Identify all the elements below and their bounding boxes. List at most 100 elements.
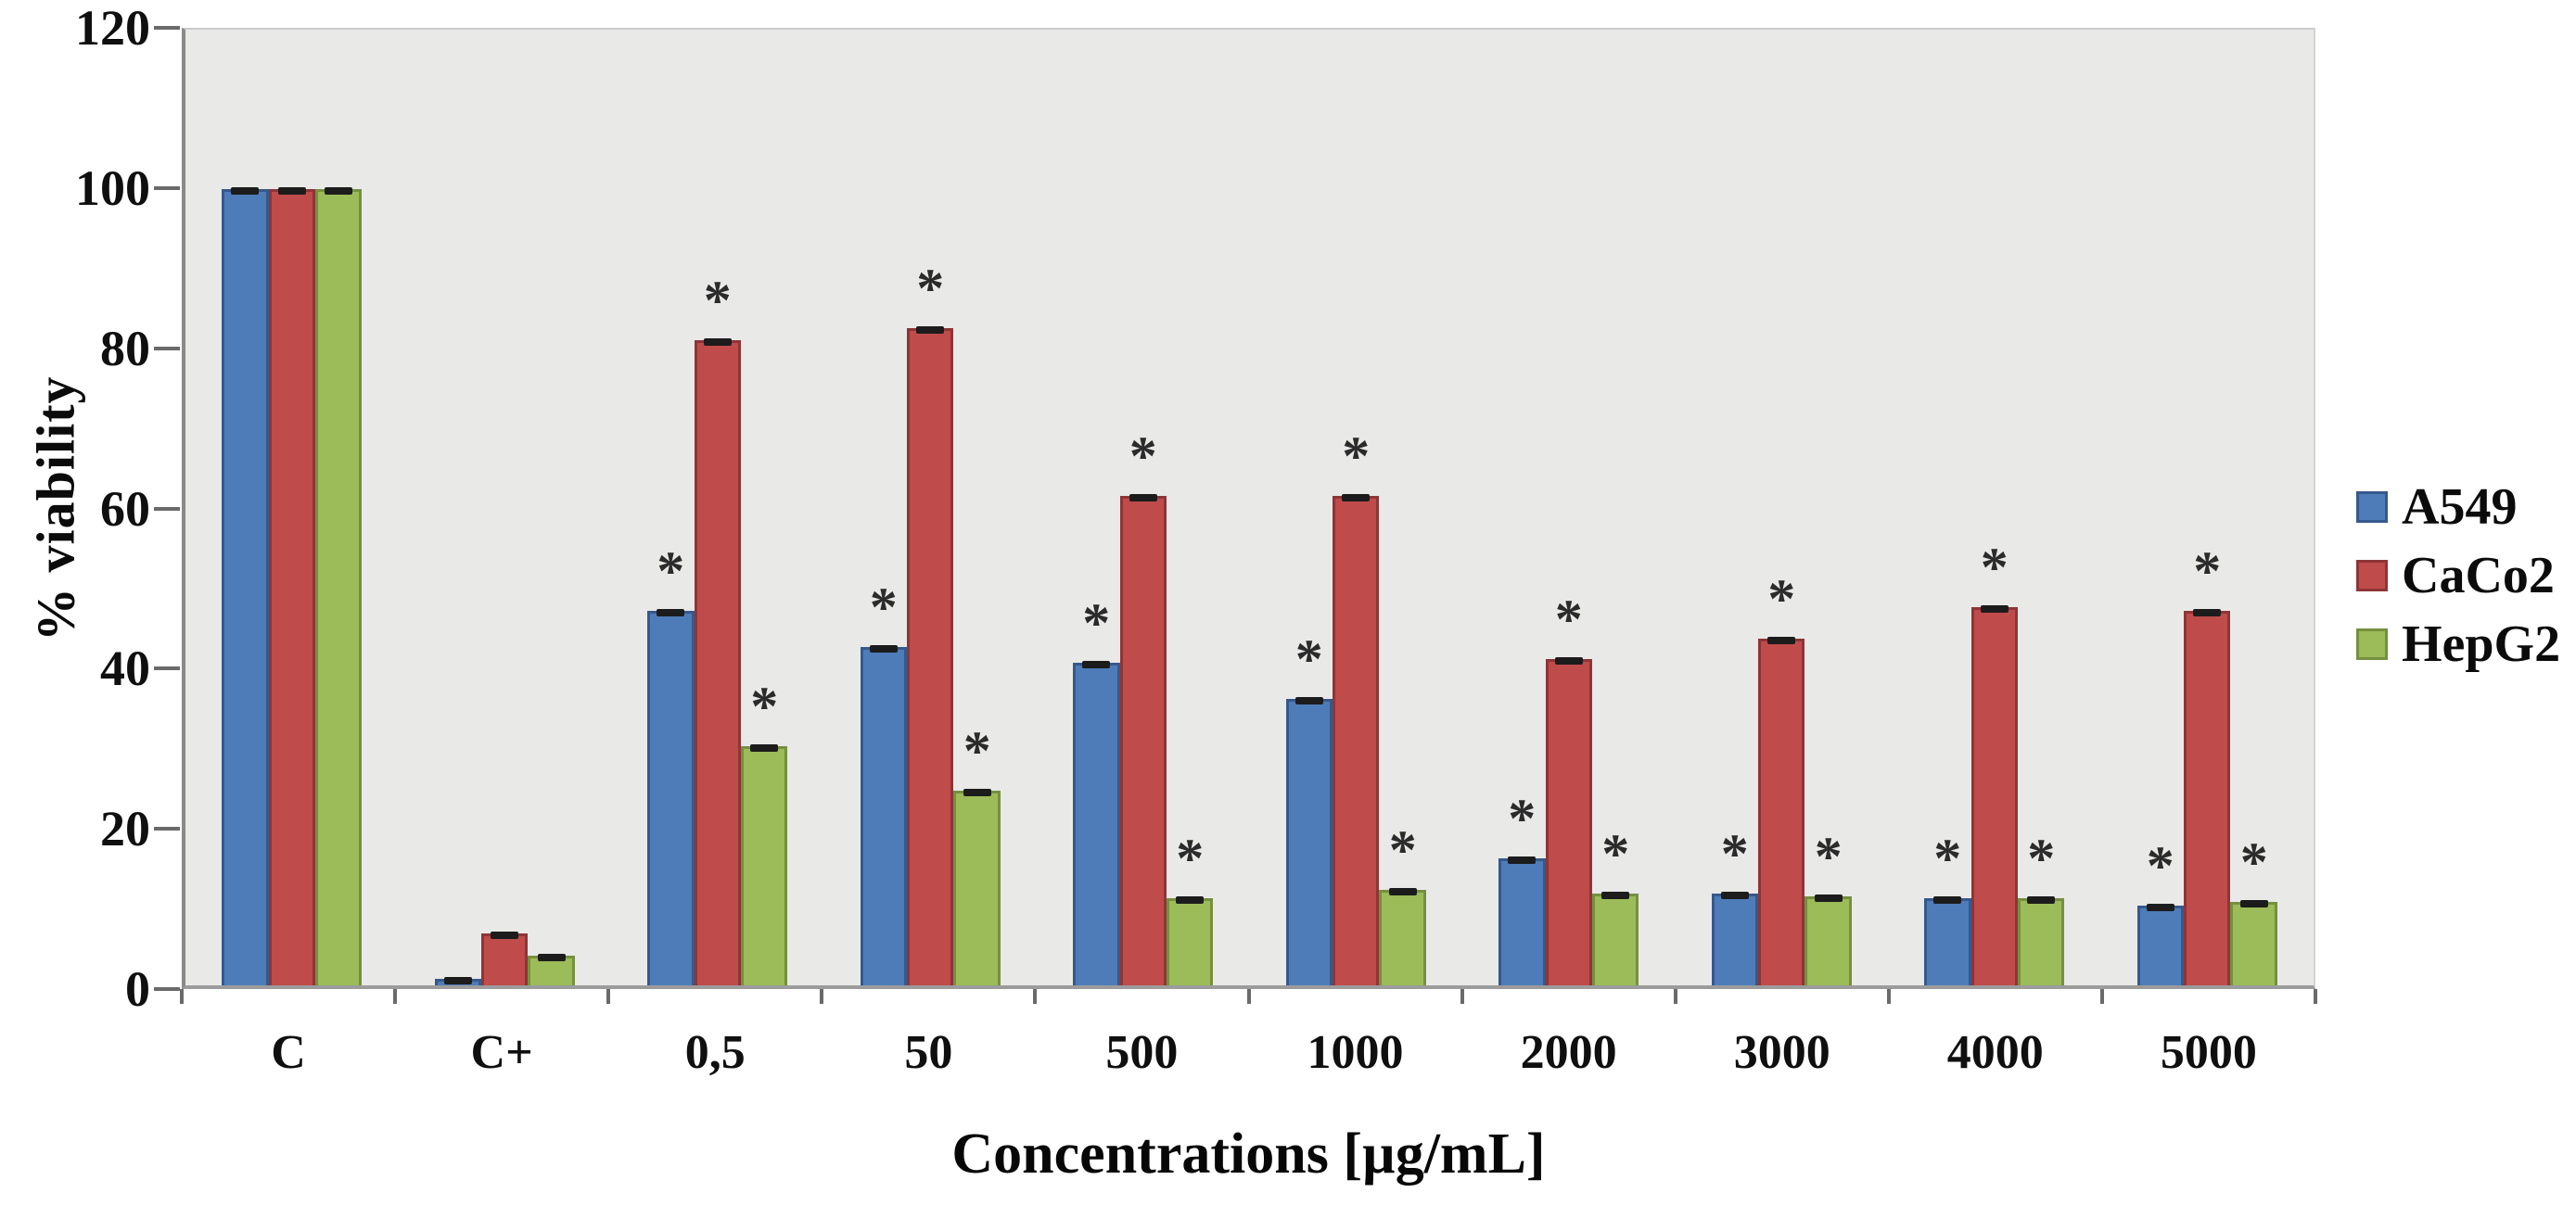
error-bar-cap xyxy=(325,186,353,195)
y-tick-label-40: 40 xyxy=(100,641,150,697)
significance-asterisk: * xyxy=(2146,835,2174,897)
y-tick-label-60: 60 xyxy=(100,480,150,537)
bar-A549-C+ xyxy=(434,977,481,985)
error-bar-cap xyxy=(1933,895,1962,904)
error-bar-cap xyxy=(491,932,519,940)
bar-group-0,5: * * * xyxy=(611,30,824,985)
legend-label-HepG2: HepG2 xyxy=(2402,615,2561,673)
bars: * * * xyxy=(647,30,788,985)
x-axis-title: Concentrations [µg/mL] xyxy=(951,1123,1546,1186)
error-bar-cap xyxy=(1342,493,1371,501)
bar-HepG2-2000: * xyxy=(1591,826,1639,985)
error-bar-cap xyxy=(231,186,260,195)
significance-asterisk: * xyxy=(2193,540,2222,603)
bar-A549-500: * xyxy=(1073,595,1120,985)
error-bar-cap xyxy=(869,644,898,653)
error-bar-cap xyxy=(1720,892,1749,900)
bar-CaCo2-3000: * xyxy=(1758,571,1805,985)
x-category-label-500: 500 xyxy=(1105,1026,1179,1079)
bar-HepG2-5000: * xyxy=(2230,834,2277,985)
y-axis-ticks: 0 20 40 60 80 100 120 xyxy=(0,3,182,1014)
x-tick-mark xyxy=(180,989,184,1004)
error-bar-cap xyxy=(750,744,779,753)
bar-group-50: * * * xyxy=(824,30,1038,985)
significance-asterisk: * xyxy=(916,258,945,320)
legend-label-CaCo2: CaCo2 xyxy=(2402,546,2555,604)
error-bar-cap xyxy=(1129,493,1157,501)
bars: * * * xyxy=(1498,30,1639,985)
bar-HepG2-C xyxy=(314,186,363,985)
error-bar-cap xyxy=(1388,887,1417,895)
significance-asterisk: * xyxy=(1554,588,1583,650)
x-tick-mark xyxy=(1673,989,1677,1004)
x-category-label-50: 50 xyxy=(904,1026,953,1079)
plot-area: * * * * * * * * * * * * * * * * * * * * * * * * xyxy=(182,28,2315,989)
error-bar-cap xyxy=(1082,661,1111,669)
significance-asterisk: * xyxy=(1933,827,1962,889)
y-tick-mark xyxy=(154,987,180,991)
error-bar-cap xyxy=(703,338,732,347)
error-bar-cap xyxy=(1176,895,1205,904)
significance-asterisk: * xyxy=(1980,536,2009,598)
x-tick-mark xyxy=(2099,989,2104,1004)
x-axis-category-labels: C C+ 0,5 50 500 1000 2000 3000 4000 5000 xyxy=(182,1025,2315,1080)
error-bar-cap xyxy=(443,977,472,985)
legend: A549 CaCo2 HepG2 xyxy=(2356,481,2561,673)
y-tick-mark xyxy=(154,827,180,831)
bar-CaCo2-0,5: * xyxy=(694,273,741,985)
x-category-label-3000: 3000 xyxy=(1733,1026,1830,1079)
significance-asterisk: * xyxy=(703,270,732,332)
bar-CaCo2-2000: * xyxy=(1545,591,1592,985)
bar-CaCo2-C xyxy=(268,186,315,985)
significance-asterisk: * xyxy=(1814,825,1843,887)
error-bar-cap xyxy=(2027,895,2056,904)
error-bar-cap xyxy=(1767,637,1796,645)
significance-asterisk: * xyxy=(2239,831,2268,893)
error-bar-cap xyxy=(1554,656,1583,665)
bars xyxy=(222,30,363,985)
significance-asterisk: * xyxy=(1767,568,1796,630)
significance-asterisk: * xyxy=(869,576,898,638)
bar-A549-1000: * xyxy=(1285,631,1333,985)
bars: * * * xyxy=(1711,30,1852,985)
error-bar-cap xyxy=(1980,604,2009,613)
significance-asterisk: * xyxy=(1342,425,1371,487)
x-category-label-0,5: 0,5 xyxy=(684,1026,746,1079)
legend-entry-A549: A549 xyxy=(2356,481,2560,533)
x-tick-mark xyxy=(1460,989,1464,1004)
bar-group-C xyxy=(185,30,399,985)
bar-A549-4000: * xyxy=(1924,831,1971,985)
legend-entry-CaCo2: CaCo2 xyxy=(2356,546,2560,604)
bar-group-4000: * * * xyxy=(1888,30,2101,985)
y-tick-label-100: 100 xyxy=(75,159,150,216)
error-bar-cap xyxy=(2193,609,2222,617)
bar-HepG2-C+ xyxy=(528,954,575,985)
y-tick-label-80: 80 xyxy=(100,320,150,376)
error-bar-cap xyxy=(916,326,945,335)
significance-asterisk: * xyxy=(657,540,685,603)
bar-HepG2-1000: * xyxy=(1379,822,1426,985)
bar-HepG2-3000: * xyxy=(1804,829,1852,985)
bar-A549-0,5: * xyxy=(647,543,695,985)
bar-HepG2-4000: * xyxy=(2017,831,2065,985)
y-tick-label-0: 0 xyxy=(125,961,150,1017)
bar-A549-5000: * xyxy=(2136,838,2184,985)
error-bar-cap xyxy=(2146,904,2174,912)
y-tick-mark xyxy=(154,26,180,30)
bar-group-5000: * * * xyxy=(2101,30,2315,985)
significance-asterisk: * xyxy=(1720,823,1749,885)
legend-swatch-A549 xyxy=(2356,490,2388,523)
significance-asterisk: * xyxy=(1508,787,1537,849)
bar-group-1000: * * * xyxy=(1250,30,1463,985)
bar-A549-3000: * xyxy=(1711,826,1758,985)
x-tick-mark xyxy=(2314,989,2317,1004)
bar-group-500: * * * xyxy=(1037,30,1250,985)
significance-asterisk: * xyxy=(2027,827,2056,889)
y-tick-label-20: 20 xyxy=(100,801,150,857)
bar-groups-container: * * * * * * * * * * * * * * * * * * * * * * * * xyxy=(185,30,2314,985)
significance-asterisk: * xyxy=(750,676,779,738)
bar-CaCo2-C+ xyxy=(481,932,529,985)
significance-asterisk: * xyxy=(963,719,991,781)
x-category-label-C: C xyxy=(271,1026,306,1079)
bars: * * * xyxy=(2136,30,2277,985)
